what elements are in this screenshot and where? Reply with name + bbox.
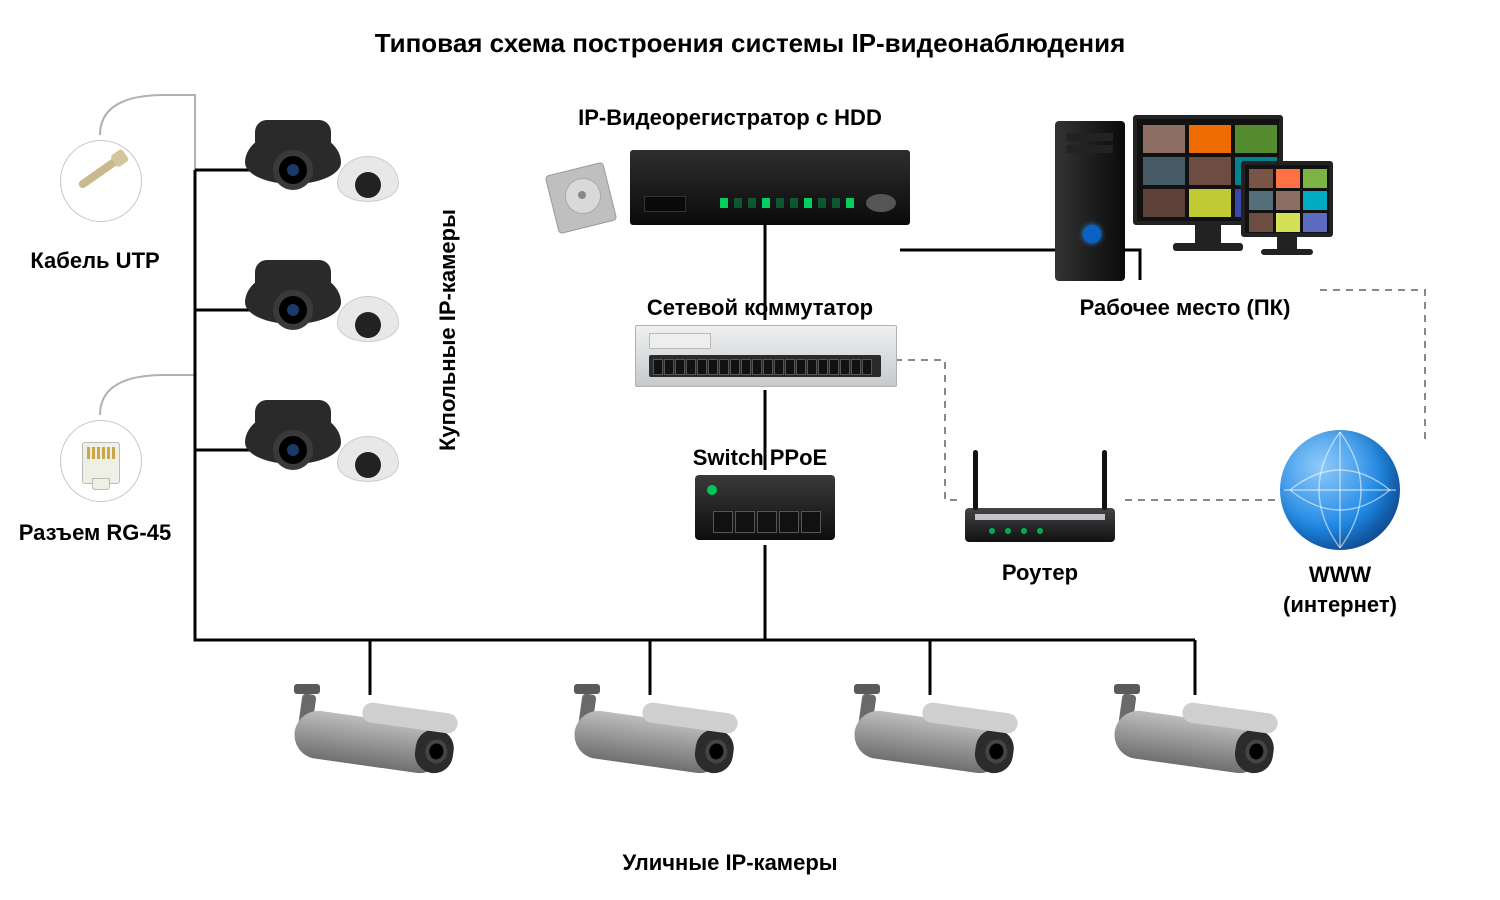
globe-www-icon bbox=[1280, 430, 1400, 550]
label-www2: (интернет) bbox=[1120, 592, 1500, 618]
label-rg45: Разъем RG-45 bbox=[0, 520, 315, 546]
label-ppoe: Switch PPoE bbox=[540, 445, 980, 471]
workstation-icon bbox=[1055, 115, 1335, 285]
dome-camera-icon bbox=[245, 120, 405, 220]
bullet-camera-icon bbox=[830, 680, 1030, 800]
nvr-icon bbox=[630, 150, 910, 225]
label-outdoor: Уличные IP-камеры bbox=[510, 850, 950, 876]
dome-camera-icon bbox=[245, 400, 405, 500]
dome-camera-icon bbox=[245, 260, 405, 360]
label-switch: Сетевой коммутатор bbox=[540, 295, 980, 321]
label-pc: Рабочее место (ПК) bbox=[965, 295, 1405, 321]
router-icon bbox=[955, 450, 1125, 550]
bullet-camera-icon bbox=[550, 680, 750, 800]
utp-cable-icon bbox=[60, 140, 140, 220]
label-nvr: IP-Видеорегистратор с HDD bbox=[510, 105, 950, 131]
hdd-icon bbox=[545, 160, 620, 235]
label-dome-v: Купольные IP-камеры bbox=[435, 170, 461, 490]
rj45-connector-icon bbox=[60, 420, 140, 500]
bullet-camera-icon bbox=[1090, 680, 1290, 800]
poe-switch-icon bbox=[695, 475, 835, 540]
label-www: WWW bbox=[1120, 562, 1500, 588]
diagram-title: Типовая схема построения системы IP-виде… bbox=[250, 28, 1250, 59]
bullet-camera-icon bbox=[270, 680, 470, 800]
diagram-canvas: Типовая схема построения системы IP-виде… bbox=[0, 0, 1500, 900]
network-switch-icon bbox=[635, 325, 895, 385]
